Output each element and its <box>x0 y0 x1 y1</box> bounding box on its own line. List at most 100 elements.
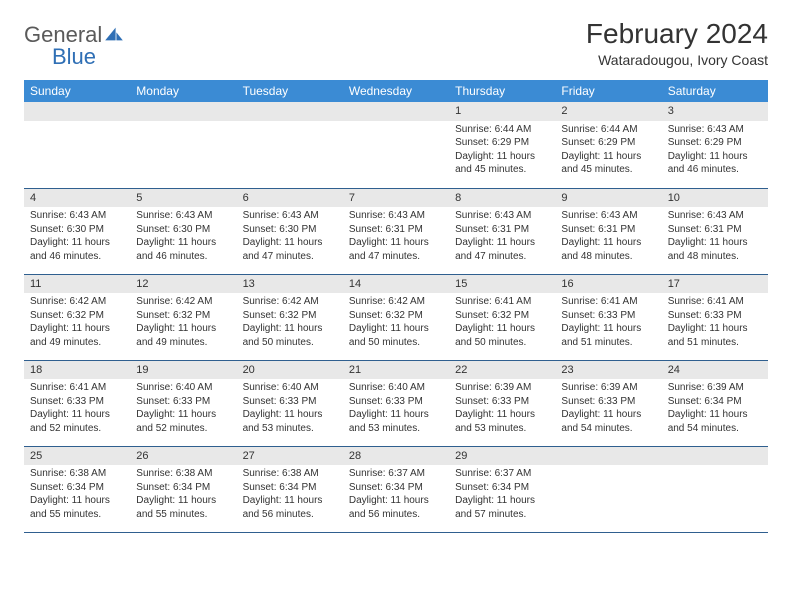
sunrise-text: Sunrise: 6:39 AM <box>561 381 655 395</box>
day-body: Sunrise: 6:41 AMSunset: 6:32 PMDaylight:… <box>449 293 555 353</box>
sunset-text: Sunset: 6:32 PM <box>349 309 443 323</box>
sunrise-text: Sunrise: 6:38 AM <box>243 467 337 481</box>
calendar-cell <box>237 102 343 188</box>
day-number: 19 <box>130 361 236 380</box>
day-number: 5 <box>130 189 236 208</box>
calendar-cell: 1Sunrise: 6:44 AMSunset: 6:29 PMDaylight… <box>449 102 555 188</box>
daylight-text: Daylight: 11 hours and 55 minutes. <box>30 494 124 521</box>
day-body: Sunrise: 6:43 AMSunset: 6:31 PMDaylight:… <box>449 207 555 267</box>
sunset-text: Sunset: 6:34 PM <box>243 481 337 495</box>
daylight-text: Daylight: 11 hours and 57 minutes. <box>455 494 549 521</box>
sunrise-text: Sunrise: 6:37 AM <box>455 467 549 481</box>
calendar-cell: 21Sunrise: 6:40 AMSunset: 6:33 PMDayligh… <box>343 360 449 446</box>
sunset-text: Sunset: 6:34 PM <box>136 481 230 495</box>
location: Wataradougou, Ivory Coast <box>586 52 768 68</box>
daylight-text: Daylight: 11 hours and 50 minutes. <box>243 322 337 349</box>
calendar-cell <box>343 102 449 188</box>
day-body: Sunrise: 6:44 AMSunset: 6:29 PMDaylight:… <box>449 121 555 181</box>
weekday-header: Sunday <box>24 80 130 102</box>
sunset-text: Sunset: 6:31 PM <box>561 223 655 237</box>
sunrise-text: Sunrise: 6:41 AM <box>561 295 655 309</box>
calendar-cell: 29Sunrise: 6:37 AMSunset: 6:34 PMDayligh… <box>449 446 555 532</box>
day-number: 8 <box>449 189 555 208</box>
sunrise-text: Sunrise: 6:42 AM <box>349 295 443 309</box>
calendar-cell: 16Sunrise: 6:41 AMSunset: 6:33 PMDayligh… <box>555 274 661 360</box>
calendar-cell: 18Sunrise: 6:41 AMSunset: 6:33 PMDayligh… <box>24 360 130 446</box>
calendar-cell: 24Sunrise: 6:39 AMSunset: 6:34 PMDayligh… <box>662 360 768 446</box>
day-number <box>555 447 661 466</box>
day-body: Sunrise: 6:43 AMSunset: 6:31 PMDaylight:… <box>662 207 768 267</box>
day-number: 25 <box>24 447 130 466</box>
day-body: Sunrise: 6:42 AMSunset: 6:32 PMDaylight:… <box>130 293 236 353</box>
calendar-week: 25Sunrise: 6:38 AMSunset: 6:34 PMDayligh… <box>24 446 768 532</box>
day-number: 16 <box>555 275 661 294</box>
daylight-text: Daylight: 11 hours and 49 minutes. <box>30 322 124 349</box>
daylight-text: Daylight: 11 hours and 51 minutes. <box>668 322 762 349</box>
sunrise-text: Sunrise: 6:40 AM <box>136 381 230 395</box>
calendar-cell: 9Sunrise: 6:43 AMSunset: 6:31 PMDaylight… <box>555 188 661 274</box>
sunrise-text: Sunrise: 6:41 AM <box>455 295 549 309</box>
day-body: Sunrise: 6:42 AMSunset: 6:32 PMDaylight:… <box>237 293 343 353</box>
calendar-table: SundayMondayTuesdayWednesdayThursdayFrid… <box>24 80 768 533</box>
sunrise-text: Sunrise: 6:42 AM <box>30 295 124 309</box>
calendar-cell <box>662 446 768 532</box>
sunset-text: Sunset: 6:34 PM <box>455 481 549 495</box>
daylight-text: Daylight: 11 hours and 54 minutes. <box>561 408 655 435</box>
calendar-week: 1Sunrise: 6:44 AMSunset: 6:29 PMDaylight… <box>24 102 768 188</box>
sunrise-text: Sunrise: 6:38 AM <box>136 467 230 481</box>
day-number: 28 <box>343 447 449 466</box>
day-body: Sunrise: 6:41 AMSunset: 6:33 PMDaylight:… <box>24 379 130 439</box>
day-number: 11 <box>24 275 130 294</box>
day-number: 3 <box>662 102 768 121</box>
sunrise-text: Sunrise: 6:43 AM <box>668 209 762 223</box>
calendar-cell: 26Sunrise: 6:38 AMSunset: 6:34 PMDayligh… <box>130 446 236 532</box>
daylight-text: Daylight: 11 hours and 46 minutes. <box>668 150 762 177</box>
calendar-head: SundayMondayTuesdayWednesdayThursdayFrid… <box>24 80 768 102</box>
calendar-cell: 28Sunrise: 6:37 AMSunset: 6:34 PMDayligh… <box>343 446 449 532</box>
calendar-cell: 2Sunrise: 6:44 AMSunset: 6:29 PMDaylight… <box>555 102 661 188</box>
calendar-cell: 4Sunrise: 6:43 AMSunset: 6:30 PMDaylight… <box>24 188 130 274</box>
sunset-text: Sunset: 6:29 PM <box>668 136 762 150</box>
day-body: Sunrise: 6:41 AMSunset: 6:33 PMDaylight:… <box>662 293 768 353</box>
day-body: Sunrise: 6:43 AMSunset: 6:31 PMDaylight:… <box>555 207 661 267</box>
day-body: Sunrise: 6:39 AMSunset: 6:33 PMDaylight:… <box>555 379 661 439</box>
calendar-cell: 13Sunrise: 6:42 AMSunset: 6:32 PMDayligh… <box>237 274 343 360</box>
daylight-text: Daylight: 11 hours and 52 minutes. <box>30 408 124 435</box>
day-number: 22 <box>449 361 555 380</box>
day-body: Sunrise: 6:44 AMSunset: 6:29 PMDaylight:… <box>555 121 661 181</box>
sunrise-text: Sunrise: 6:42 AM <box>243 295 337 309</box>
sunrise-text: Sunrise: 6:43 AM <box>136 209 230 223</box>
day-body: Sunrise: 6:38 AMSunset: 6:34 PMDaylight:… <box>130 465 236 525</box>
day-body: Sunrise: 6:43 AMSunset: 6:30 PMDaylight:… <box>24 207 130 267</box>
day-number <box>130 102 236 121</box>
day-body: Sunrise: 6:40 AMSunset: 6:33 PMDaylight:… <box>130 379 236 439</box>
title-block: February 2024 Wataradougou, Ivory Coast <box>586 18 768 68</box>
sunrise-text: Sunrise: 6:41 AM <box>668 295 762 309</box>
day-number: 18 <box>24 361 130 380</box>
sunset-text: Sunset: 6:33 PM <box>136 395 230 409</box>
weekday-header: Saturday <box>662 80 768 102</box>
calendar-cell: 25Sunrise: 6:38 AMSunset: 6:34 PMDayligh… <box>24 446 130 532</box>
day-body: Sunrise: 6:43 AMSunset: 6:29 PMDaylight:… <box>662 121 768 181</box>
day-number: 15 <box>449 275 555 294</box>
calendar-cell: 7Sunrise: 6:43 AMSunset: 6:31 PMDaylight… <box>343 188 449 274</box>
day-number: 24 <box>662 361 768 380</box>
sunset-text: Sunset: 6:34 PM <box>30 481 124 495</box>
sunrise-text: Sunrise: 6:39 AM <box>455 381 549 395</box>
day-number <box>24 102 130 121</box>
daylight-text: Daylight: 11 hours and 46 minutes. <box>136 236 230 263</box>
calendar-cell <box>24 102 130 188</box>
calendar-body: 1Sunrise: 6:44 AMSunset: 6:29 PMDaylight… <box>24 102 768 532</box>
daylight-text: Daylight: 11 hours and 53 minutes. <box>349 408 443 435</box>
day-body: Sunrise: 6:43 AMSunset: 6:30 PMDaylight:… <box>237 207 343 267</box>
day-number: 17 <box>662 275 768 294</box>
sunrise-text: Sunrise: 6:39 AM <box>668 381 762 395</box>
day-body: Sunrise: 6:38 AMSunset: 6:34 PMDaylight:… <box>237 465 343 525</box>
sunrise-text: Sunrise: 6:43 AM <box>349 209 443 223</box>
sunset-text: Sunset: 6:33 PM <box>668 309 762 323</box>
daylight-text: Daylight: 11 hours and 49 minutes. <box>136 322 230 349</box>
calendar-cell: 23Sunrise: 6:39 AMSunset: 6:33 PMDayligh… <box>555 360 661 446</box>
calendar-cell: 22Sunrise: 6:39 AMSunset: 6:33 PMDayligh… <box>449 360 555 446</box>
logo: GeneralBlue <box>24 18 124 68</box>
day-number: 2 <box>555 102 661 121</box>
